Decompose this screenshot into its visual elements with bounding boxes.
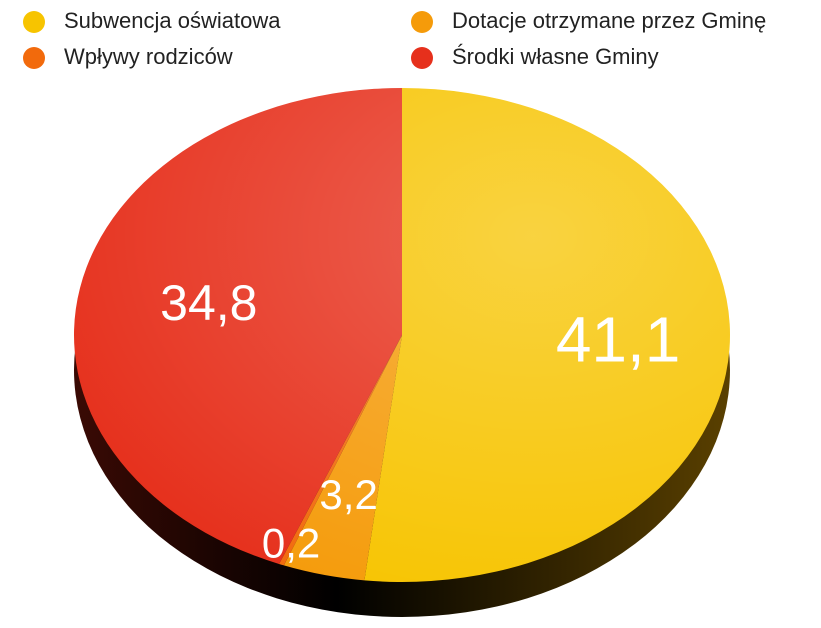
value-label: 0,2 [262,519,320,566]
legend: Subwencja oświatowa Dotacje otrzymane prz… [23,8,766,69]
legend-label: Wpływy rodziców [64,44,233,69]
legend-marker [23,11,45,33]
legend-marker [23,47,45,69]
value-label: 34,8 [160,275,257,331]
legend-label: Dotacje otrzymane przez Gminę [452,8,766,33]
legend-label: Subwencja oświatowa [64,8,281,33]
legend-marker [411,11,433,33]
value-labels: 41,1 3,20,2 34,8 [160,275,680,567]
legend-label: Środki własne Gminy [452,44,659,69]
legend-marker [411,47,433,69]
value-label: 3,2 [319,471,377,518]
value-label: 41,1 [556,303,681,375]
